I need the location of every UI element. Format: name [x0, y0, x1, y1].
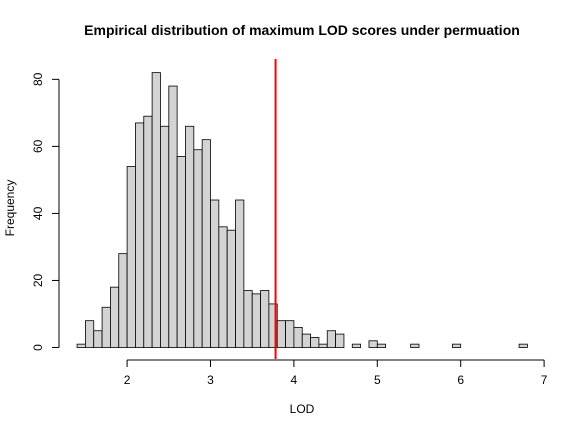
histogram-bar: [368, 340, 378, 348]
histogram-bar: [126, 166, 136, 348]
y-tick-label: 0: [31, 344, 45, 351]
histogram-bar: [168, 85, 178, 348]
x-tick-label: 6: [457, 373, 464, 387]
histogram-bar: [301, 333, 311, 348]
histogram-bar: [185, 125, 195, 348]
y-axis-label: Frequency: [3, 180, 17, 237]
histogram-bar: [293, 326, 303, 348]
x-tick-label: 5: [374, 373, 381, 387]
x-tick-label: 2: [124, 373, 131, 387]
histogram-bar: [160, 125, 170, 348]
x-axis: 2 3 4 5 6 7: [124, 359, 548, 387]
chart-title: Empirical distribution of maximum LOD sc…: [84, 22, 520, 38]
y-tick-label: 20: [31, 273, 45, 287]
y-tick-label: 80: [31, 72, 45, 86]
x-axis-label: LOD: [290, 402, 315, 416]
y-tick-label: 60: [31, 139, 45, 153]
histogram-bar: [285, 320, 295, 348]
histogram-bar: [218, 226, 228, 348]
x-tick-label: 3: [207, 373, 214, 387]
histogram-bar: [310, 337, 320, 348]
histogram-bar: [110, 286, 120, 348]
histogram-bar: [410, 343, 420, 348]
histogram-bar: [243, 290, 253, 348]
histogram-bar: [201, 139, 211, 348]
histogram-bar: [251, 293, 261, 348]
histogram-bar: [326, 330, 337, 348]
histogram-bars: [76, 72, 528, 348]
y-axis: 0 20 40 60 80: [31, 72, 60, 351]
histogram-bar: [151, 72, 161, 348]
histogram-bar: [376, 343, 387, 348]
y-tick-label: 40: [31, 206, 45, 220]
histogram-bar: [101, 306, 111, 348]
histogram-bar: [135, 122, 145, 348]
histogram-bar: [351, 343, 362, 348]
histogram-bar: [226, 229, 236, 348]
histogram-bar: [518, 343, 528, 348]
histogram-bar: [76, 343, 86, 348]
histogram-bar: [335, 333, 345, 348]
histogram-bar: [451, 343, 462, 348]
histogram-bar: [318, 343, 328, 348]
histogram-bar: [143, 115, 153, 348]
histogram-bar: [176, 156, 186, 348]
x-tick-label: 7: [541, 373, 548, 387]
histogram-bar: [210, 199, 220, 348]
histogram-bar: [85, 320, 95, 348]
histogram-bar: [193, 149, 203, 348]
histogram-bar: [93, 330, 103, 348]
histogram-bar: [260, 290, 270, 348]
histogram-bar: [235, 199, 245, 348]
histogram-bar: [276, 320, 286, 348]
histogram-bar: [118, 253, 128, 348]
x-tick-label: 4: [291, 373, 298, 387]
